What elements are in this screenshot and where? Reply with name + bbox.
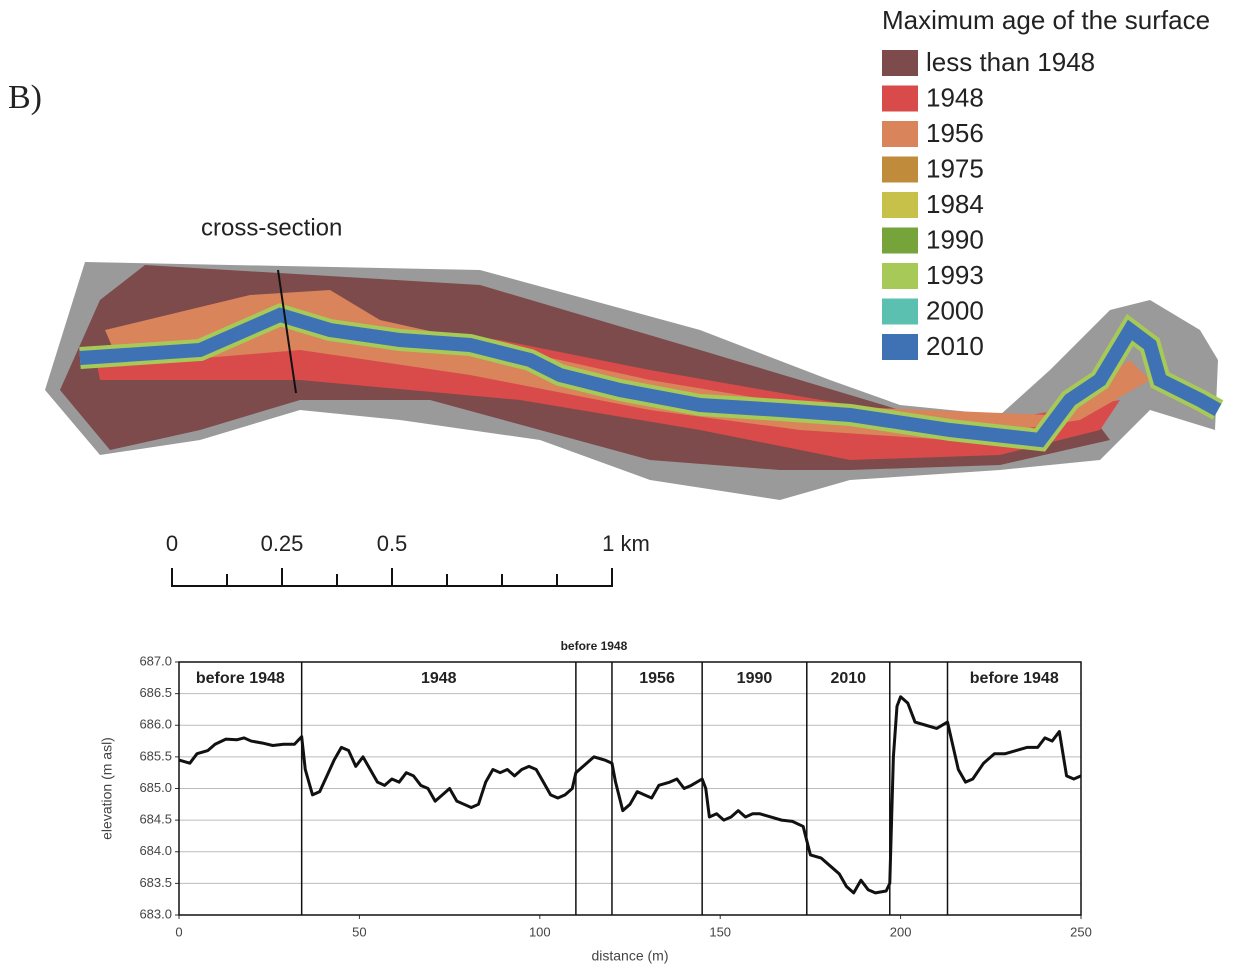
zone-label: 1956 (639, 670, 675, 687)
y-tick-label: 685.0 (139, 780, 172, 795)
legend-swatch (882, 86, 918, 112)
legend-label: 1975 (926, 153, 984, 183)
legend-label: 1984 (926, 189, 984, 219)
legend-swatch (882, 299, 918, 325)
zone-label: before 1948 (970, 670, 1059, 687)
x-tick-label: 0 (175, 924, 182, 939)
legend-label: 2010 (926, 331, 984, 361)
legend-swatch (882, 157, 918, 183)
annotation: cross-section (201, 214, 342, 241)
y-tick-label: 686.5 (139, 685, 172, 700)
zone-label: 1990 (737, 670, 773, 687)
legend-title: Maximum age of the surface (882, 5, 1210, 35)
legend-swatch (882, 228, 918, 254)
legend-label: 1948 (926, 82, 984, 112)
x-tick-label: 50 (352, 924, 366, 939)
x-tick-label: 150 (709, 924, 731, 939)
scale-label: 1 km (602, 531, 650, 556)
legend-swatch (882, 50, 918, 76)
y-tick-label: 684.5 (139, 812, 172, 827)
legend-swatch (882, 121, 918, 147)
legend-label: 1993 (926, 260, 984, 290)
y-tick-label: 686.0 (139, 717, 172, 732)
x-tick-label: 100 (529, 924, 551, 939)
legend-swatch (882, 263, 918, 289)
legend-swatch (882, 334, 918, 360)
figure: B) cross-section Maximum age of the surf… (0, 0, 1233, 971)
zone-label: 2010 (830, 670, 866, 687)
y-axis-label: elevation (m asl) (99, 737, 115, 840)
legend-label: 2000 (926, 295, 984, 325)
legend-label: 1990 (926, 224, 984, 254)
y-tick-label: 683.5 (139, 875, 172, 890)
scale-label: 0.5 (377, 531, 408, 556)
x-axis-label: distance (m) (591, 948, 668, 964)
scale-label: 0.25 (261, 531, 304, 556)
legend-swatch (882, 192, 918, 218)
elevation-line (179, 697, 1081, 893)
panel-label: B) (8, 79, 42, 116)
map: cross-section (45, 214, 1218, 500)
zone-label: 1948 (421, 670, 457, 687)
y-tick-label: 685.5 (139, 748, 172, 763)
x-tick-label: 200 (890, 924, 912, 939)
zone-label: before 1948 (196, 670, 285, 687)
zone-label: before 1948 (561, 639, 628, 653)
scale-label: 0 (166, 531, 178, 556)
legend-label: 1956 (926, 118, 984, 148)
y-tick-label: 684.0 (139, 843, 172, 858)
y-tick-label: 687.0 (139, 653, 172, 668)
y-tick-label: 683.0 (139, 906, 172, 921)
x-tick-label: 250 (1070, 924, 1092, 939)
legend-label: less than 1948 (926, 47, 1095, 77)
